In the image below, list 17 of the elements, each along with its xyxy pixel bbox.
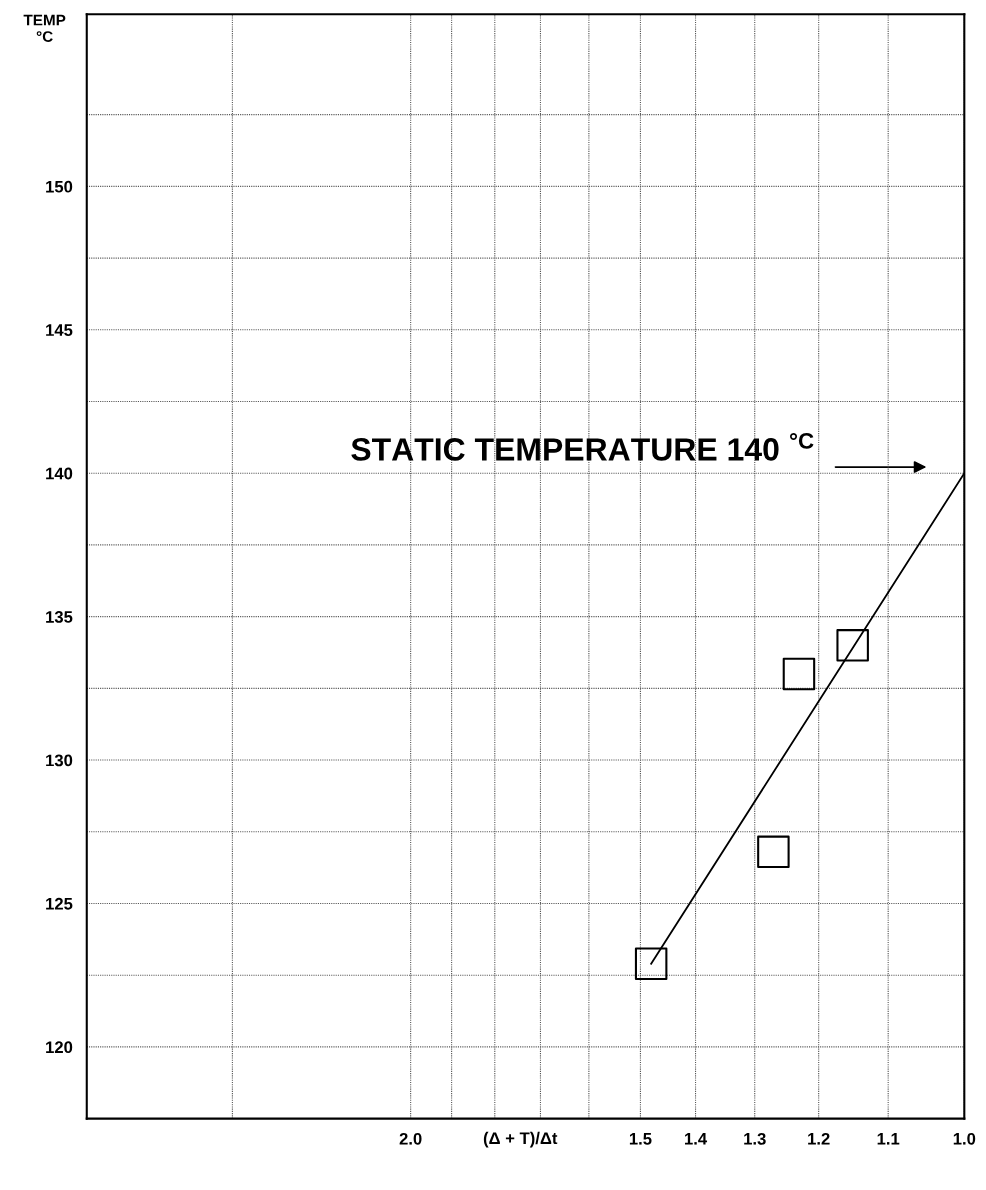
x-tick-label: 1.0 (953, 1132, 976, 1145)
x-tick-label: 2.0 (399, 1132, 422, 1145)
x-tick-label: 1.1 (877, 1133, 900, 1145)
y-axis-title: TEMP °C (23, 14, 66, 42)
y-tick-label: 135 (46, 611, 73, 623)
x-tick-label: 1.2 (808, 1132, 830, 1145)
x-tick-label: 1.4 (685, 1133, 708, 1145)
y-tick-label: 150 (46, 180, 73, 193)
y-tick-label: 120 (46, 1041, 73, 1054)
y-tick-label: 125 (46, 897, 73, 910)
x-axis-title: (Δ + T)/Δt (483, 1131, 558, 1148)
y-tick-label: 140 (46, 467, 73, 480)
y-tick-label: 145 (46, 324, 73, 336)
x-tick-label: 1.3 (744, 1132, 766, 1145)
x-tick-label: 1.5 (629, 1133, 652, 1145)
y-tick-label: 130 (46, 754, 73, 767)
annotation: STATIC TEMPERATURE 140 $^{°C}$ (351, 432, 814, 461)
